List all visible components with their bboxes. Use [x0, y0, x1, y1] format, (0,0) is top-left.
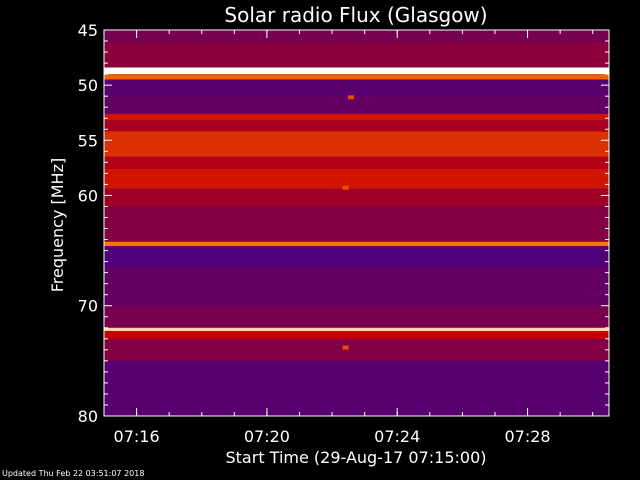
x-tick-label: 07:24	[374, 427, 420, 446]
frequency-band	[104, 360, 609, 416]
frequency-band	[104, 131, 609, 157]
spectrogram-plot	[103, 29, 610, 417]
frequency-band	[104, 327, 609, 332]
y-tick-label: 55	[78, 131, 98, 150]
frequency-band	[104, 156, 609, 169]
y-axis-label: Frequency [MHz]	[48, 158, 67, 292]
frequency-band	[104, 113, 609, 121]
frequency-band	[104, 74, 609, 80]
burst-spike	[342, 185, 349, 190]
y-axis: 45 50 55 60 70 80	[78, 21, 609, 426]
frequency-band	[104, 331, 609, 339]
frequency-band	[104, 241, 609, 247]
y-tick-label: 80	[78, 407, 98, 426]
frequency-band	[104, 168, 609, 189]
x-axis-label: Start Time (29-Aug-17 07:15:00)	[226, 448, 487, 467]
x-tick-label: 07:20	[244, 427, 290, 446]
frequency-band	[104, 79, 609, 97]
x-tick-label: 07:16	[114, 427, 160, 446]
updated-timestamp: Updated Thu Feb 22 03:51:07 2018	[2, 469, 145, 478]
frequency-band	[104, 96, 609, 114]
frequency-band	[104, 305, 609, 328]
frequency-band	[104, 246, 609, 268]
frequency-band	[104, 267, 609, 306]
frequency-band	[104, 30, 609, 44]
y-tick-label: 70	[78, 297, 98, 316]
frequency-band	[104, 188, 609, 207]
frequency-band	[104, 206, 609, 242]
y-tick-label: 50	[78, 76, 98, 95]
y-tick-label: 45	[78, 21, 98, 40]
chart-title: Solar radio Flux (Glasgow)	[224, 3, 487, 27]
frequency-band	[104, 67, 609, 75]
frequency-band	[104, 120, 609, 132]
x-axis: 07:16 07:20 07:24 07:28	[103, 30, 594, 446]
x-tick-label: 07:28	[504, 427, 550, 446]
burst-spike	[342, 345, 349, 350]
plot-frame	[103, 29, 610, 417]
burst-spike	[348, 95, 355, 100]
frequency-band	[104, 43, 609, 68]
frequency-band	[104, 338, 609, 361]
y-tick-label: 60	[78, 186, 98, 205]
